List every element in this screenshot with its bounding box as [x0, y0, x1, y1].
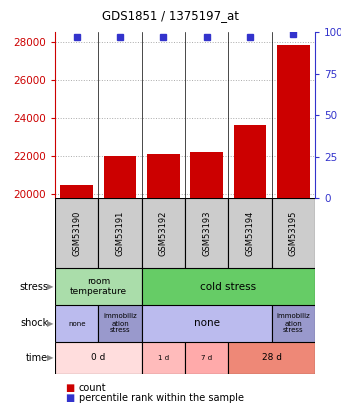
Text: 0 d: 0 d: [91, 354, 105, 362]
Text: room
temperature: room temperature: [70, 277, 127, 296]
Text: percentile rank within the sample: percentile rank within the sample: [79, 393, 244, 403]
Bar: [228, 342, 315, 374]
Text: GSM53192: GSM53192: [159, 210, 168, 256]
Text: GDS1851 / 1375197_at: GDS1851 / 1375197_at: [102, 9, 239, 22]
Text: GSM53190: GSM53190: [72, 210, 81, 256]
Text: ■: ■: [65, 393, 74, 403]
Bar: [55, 198, 98, 268]
Text: 28 d: 28 d: [262, 354, 282, 362]
Bar: [142, 198, 185, 268]
Bar: [60, 185, 93, 198]
Text: none: none: [68, 320, 85, 326]
Text: immobiliz
ation
stress: immobiliz ation stress: [277, 313, 310, 333]
Bar: [55, 342, 142, 374]
Bar: [104, 156, 136, 198]
Bar: [272, 305, 315, 342]
Text: 1 d: 1 d: [158, 355, 169, 361]
Text: GSM53195: GSM53195: [289, 210, 298, 256]
Text: GSM53193: GSM53193: [202, 210, 211, 256]
Text: GSM53191: GSM53191: [116, 210, 124, 256]
Text: none: none: [194, 318, 220, 328]
Bar: [228, 198, 272, 268]
Bar: [277, 45, 310, 198]
Text: ■: ■: [65, 383, 74, 393]
Bar: [98, 305, 142, 342]
Bar: [142, 342, 185, 374]
Bar: [147, 154, 180, 198]
Bar: [190, 152, 223, 198]
Bar: [185, 198, 228, 268]
Text: GSM53194: GSM53194: [246, 210, 254, 256]
Bar: [142, 305, 272, 342]
Bar: [55, 268, 142, 305]
Text: time: time: [26, 353, 48, 363]
Text: count: count: [79, 383, 106, 393]
Text: shock: shock: [20, 318, 48, 328]
Bar: [234, 126, 266, 198]
Text: immobiliz
ation
stress: immobiliz ation stress: [103, 313, 137, 333]
Bar: [185, 342, 228, 374]
Bar: [55, 305, 98, 342]
Bar: [142, 268, 315, 305]
Text: stress: stress: [19, 281, 48, 292]
Text: 7 d: 7 d: [201, 355, 212, 361]
Text: cold stress: cold stress: [200, 281, 256, 292]
Bar: [98, 198, 142, 268]
Text: ▶: ▶: [47, 354, 53, 362]
Bar: [272, 198, 315, 268]
Text: ▶: ▶: [47, 282, 53, 291]
Text: ▶: ▶: [47, 319, 53, 328]
